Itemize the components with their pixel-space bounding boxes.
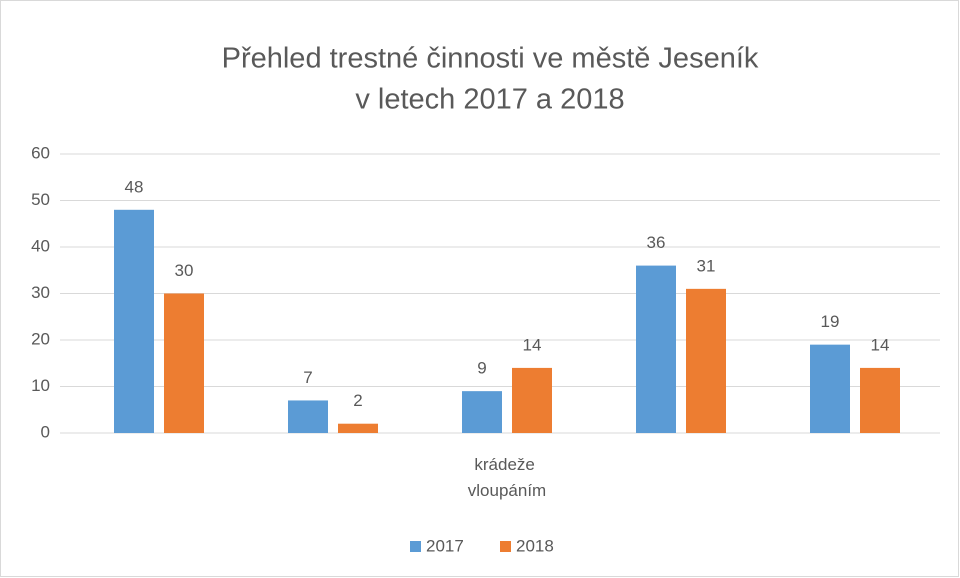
data-label: 7 <box>303 368 312 387</box>
data-label: 48 <box>125 177 144 196</box>
data-label: 19 <box>821 312 840 331</box>
y-tick-label: 0 <box>41 422 50 441</box>
bar <box>636 265 676 433</box>
legend-label: 2018 <box>516 536 554 555</box>
data-label: 14 <box>523 335 542 354</box>
data-label: 2 <box>353 391 362 410</box>
bar <box>686 288 726 433</box>
bar <box>114 209 154 433</box>
bar <box>462 391 502 433</box>
bar <box>164 293 204 433</box>
bar <box>512 367 552 433</box>
y-tick-label: 20 <box>31 329 50 348</box>
bar <box>860 367 900 433</box>
legend-label: 2017 <box>426 536 464 555</box>
bar <box>338 423 378 433</box>
data-label: 30 <box>175 261 194 280</box>
data-label: 36 <box>647 233 666 252</box>
y-tick-label: 60 <box>31 143 50 162</box>
y-tick-label: 50 <box>31 190 50 209</box>
x-tick-label: krádeže vloupáním <box>468 455 546 500</box>
y-tick-label: 10 <box>31 376 50 395</box>
x-tick-label-line: vloupáním <box>468 481 546 500</box>
data-label: 14 <box>871 335 890 354</box>
bar <box>288 400 328 433</box>
y-tick-label: 30 <box>31 283 50 302</box>
legend-swatch <box>500 541 511 552</box>
y-tick-label: 40 <box>31 236 50 255</box>
chart-title: v letech 2017 a 2018 <box>355 84 624 116</box>
chart-title: Přehled trestné činnosti ve městě Jesení… <box>222 43 759 75</box>
legend-swatch <box>410 541 421 552</box>
data-label: 31 <box>697 256 716 275</box>
x-tick-label-line: krádeže <box>474 455 539 474</box>
data-label: 9 <box>477 359 486 378</box>
bar <box>810 344 850 433</box>
